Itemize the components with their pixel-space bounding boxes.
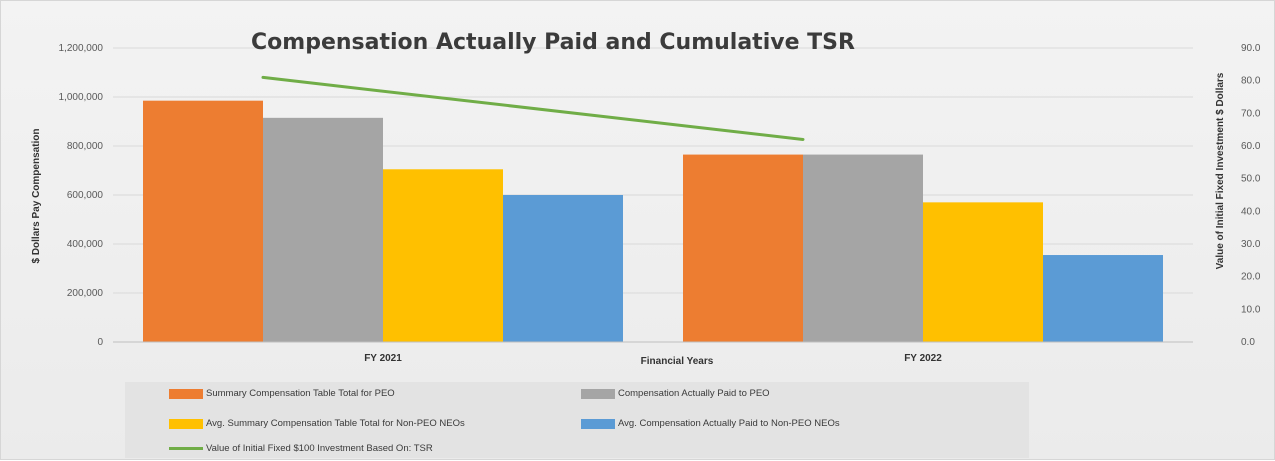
y-tick-label: 200,000 [67,288,104,299]
legend-item-avg-scp-neo: Avg. Summary Compensation Table Total fo… [169,418,465,429]
x-category-label: FY 2022 [904,353,942,364]
y2-tick-label: 20.0 [1241,272,1261,283]
bar [143,100,263,342]
legend-item-avg-cap-neo: Avg. Compensation Actually Paid to Non-P… [581,418,840,429]
y-axis-title: $ Dollars Pay Compensation [31,128,42,263]
legend-swatch-avg-scp-neo [169,418,203,429]
legend-swatch-avg-cap-neo [581,418,615,429]
y2-tick-label: 0.0 [1241,337,1255,348]
y2-tick-label: 70.0 [1241,108,1261,119]
y2-tick-label: 40.0 [1241,206,1261,217]
legend-item-tsr: Value of Initial Fixed $100 Investment B… [169,443,433,454]
legend-label-tsr: Value of Initial Fixed $100 Investment B… [206,443,433,454]
y2-tick-label: 50.0 [1241,174,1261,185]
legend-swatch-tsr [169,447,203,450]
y-tick-label: 400,000 [67,239,104,250]
y2-tick-label: 10.0 [1241,304,1261,315]
tsr-line [261,75,805,141]
bar [263,117,383,342]
y-tick-label: 800,000 [67,141,104,152]
chart-title: Compensation Actually Paid and Cumulativ… [251,30,855,55]
legend-label-avg-cap-neo: Avg. Compensation Actually Paid to Non-P… [618,418,840,429]
x-axis-title: Financial Years [641,356,714,367]
chart-legend: Summary Compensation Table Total for PEO… [125,382,1029,458]
y-tick-label: 600,000 [67,190,104,201]
bar [383,169,503,342]
legend-label-avg-scp-neo: Avg. Summary Compensation Table Total fo… [206,418,465,429]
y2-axis-title: Value of Initial Fixed Investment $ Doll… [1215,72,1226,269]
bar [683,154,803,342]
bar [1043,255,1163,342]
bar [803,154,923,342]
y2-tick-label: 30.0 [1241,239,1261,250]
legend-swatch-scp-peo [169,388,203,399]
legend-label-cap-peo: Compensation Actually Paid to PEO [618,388,770,399]
x-category-label: FY 2021 [364,353,402,364]
y2-tick-label: 80.0 [1241,76,1261,87]
y-tick-label: 1,000,000 [59,92,104,103]
bar [503,195,623,342]
y-tick-label: 1,200,000 [59,43,104,54]
bar [923,202,1043,342]
y-tick-label: 0 [97,337,103,348]
y2-tick-label: 60.0 [1241,141,1261,152]
legend-item-cap-peo: Compensation Actually Paid to PEO [581,388,770,399]
legend-swatch-cap-peo [581,388,615,399]
legend-item-scp-peo: Summary Compensation Table Total for PEO [169,388,395,399]
legend-label-scp-peo: Summary Compensation Table Total for PEO [206,388,395,399]
y2-tick-label: 90.0 [1241,43,1261,54]
